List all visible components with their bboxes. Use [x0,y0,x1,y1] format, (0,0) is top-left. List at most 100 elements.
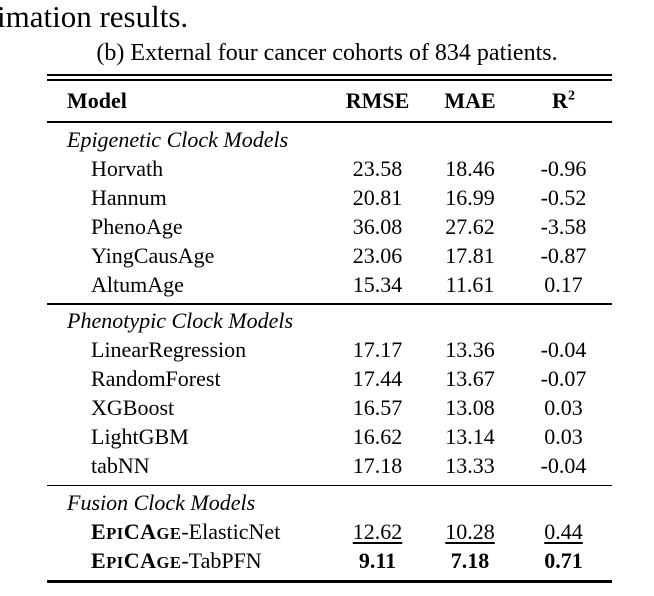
metric-value: 0.44 [544,518,583,544]
cropped-body-text: imation results. [0,0,189,34]
column-header-r: R2 [552,88,575,113]
value-cell: 7.18 [425,549,515,572]
metric-value: 23.06 [352,242,403,268]
value-cell: -3.58 [515,213,612,239]
value-cell: 36.08 [330,215,425,238]
value-cell: 0.03 [515,426,612,448]
value-cell: -0.04 [515,339,612,361]
table-top-rule-thick [47,78,612,81]
value-cell: 18.46 [425,155,515,181]
model-suffix: -ElasticNet [181,518,281,544]
metric-value: 0.17 [544,271,583,297]
table-top-rule-thin [47,74,612,76]
metric-value: 17.44 [352,366,403,391]
model-cell: Hannum [91,184,167,210]
value-cell: 13.14 [425,426,515,448]
smallcap-letter: I [116,552,124,572]
table-row: EPICAGE-ElasticNet 12.62 10.28 0.44 [47,517,612,546]
metric-value: 20.81 [352,184,403,210]
table-header-row: Model RMSE MAE R2 [47,81,612,121]
metric-value: 16.62 [352,424,403,449]
metric-value: 13.14 [445,424,495,449]
value-cell: -0.04 [515,455,612,477]
metric-value: -0.07 [540,366,587,391]
value-cell: 16.99 [425,184,515,210]
header-rule [47,121,612,123]
value-cell: 13.36 [425,339,515,361]
value-cell: 0.71 [515,547,612,573]
metric-value: 27.62 [445,213,495,239]
metric-value: 0.71 [544,547,583,573]
column-header-mae: MAE [444,88,496,113]
section-title-row: Epigenetic Clock Models [47,125,612,154]
value-cell: 15.34 [330,273,425,296]
model-cell: XGBoost [91,395,175,420]
section-title: Fusion Clock Models [67,489,256,515]
metric-value: 17.17 [352,337,403,362]
metric-value: 13.67 [445,366,495,391]
model-cell: EPICAGE-ElasticNet [47,518,330,544]
superscript: 2 [567,88,575,104]
model-cell: tabNN [91,453,150,478]
model-cell: AltumAge [91,271,184,297]
model-cell: LightGBM [91,424,189,449]
metric-value: -0.87 [540,242,587,268]
metric-value: 18.46 [445,155,495,181]
metric-value: 16.57 [352,395,403,420]
value-cell: 10.28 [425,518,515,544]
metric-value: 13.33 [445,453,495,478]
section-title: Epigenetic Clock Models [67,126,289,152]
value-cell: -0.96 [515,157,612,180]
metric-value: -0.52 [540,184,587,210]
value-cell: 17.81 [425,244,515,267]
metric-value: -0.04 [540,453,587,478]
table-row: XGBoost 16.57 13.08 0.03 [47,394,612,423]
model-cell: Horvath [91,155,164,181]
table-bottom-rule [47,580,612,583]
value-cell: 16.62 [330,426,425,448]
section-title-row: Fusion Clock Models [47,488,612,517]
value-cell: 13.67 [425,368,515,390]
value-cell: -0.52 [515,184,612,210]
table-body: Model RMSE MAE R2 Epigenetic Clock Models Hor… [47,81,612,575]
model-cell: PhenoAge [91,213,183,239]
model-brand: EPICAGE [91,547,182,573]
metric-value: 16.99 [445,184,495,210]
metric-value: 10.28 [445,518,495,544]
model-brand: EPICAGE [91,518,182,544]
table-row: LightGBM 16.62 13.14 0.03 [47,423,612,452]
value-cell: 16.57 [330,397,425,419]
results-table: Model RMSE MAE R2 Epigenetic Clock Models Hor… [47,74,612,583]
value-cell: 17.18 [330,455,425,477]
metric-value: 0.03 [544,395,583,420]
metric-value: 13.08 [445,395,495,420]
smallcap-letter: E [169,552,182,572]
table-row: AltumAge 15.34 11.61 0.17 [47,270,612,299]
value-cell: 11.61 [425,273,515,296]
value-cell: 27.62 [425,213,515,239]
metric-value: -3.58 [540,213,587,239]
table-caption: (b) External four cancer cohorts of 834 … [96,40,558,66]
metric-value: 12.62 [352,518,403,544]
value-cell: 0.17 [515,271,612,297]
smallcap-letter: G [156,552,170,572]
model-cell: LinearRegression [91,337,247,362]
metric-value: 13.36 [445,337,495,362]
metric-value: -0.04 [540,337,587,362]
value-cell: 13.33 [425,455,515,477]
section-title: Phenotypic Clock Models [67,308,294,333]
section-divider-rule [47,303,612,305]
value-cell: -0.87 [515,242,612,268]
value-cell: 9.11 [330,547,425,573]
section-divider-rule [47,484,612,486]
column-header-rmse: RMSE [345,88,410,113]
table-row: tabNN 17.18 13.33 -0.04 [47,452,612,481]
value-cell: 20.81 [330,184,425,210]
metric-value: 9.11 [358,547,397,573]
table-row: YingCausAge 23.06 17.81 -0.87 [47,241,612,270]
table-row: Horvath 23.58 18.46 -0.96 [47,154,612,183]
column-header-model: Model [67,88,127,113]
value-cell: 17.44 [330,368,425,390]
model-cell: RandomForest [91,366,221,391]
smallcap-letter: P [106,523,117,543]
